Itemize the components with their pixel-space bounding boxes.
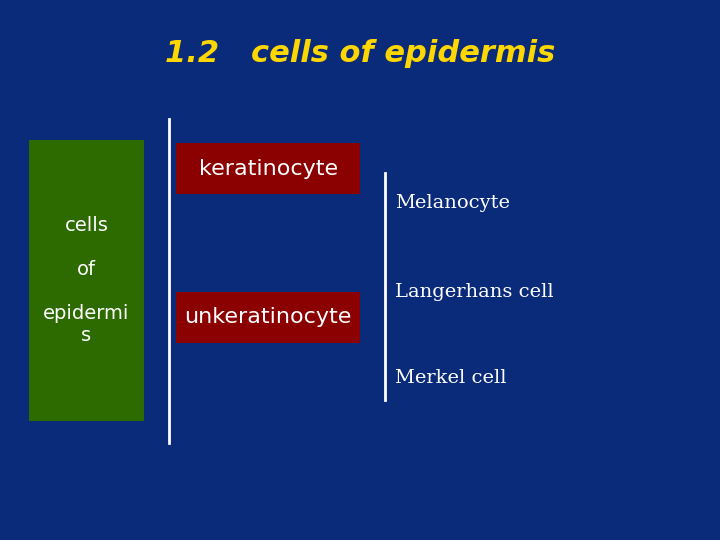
Text: 1.2   cells of epidermis: 1.2 cells of epidermis <box>165 39 555 69</box>
FancyBboxPatch shape <box>29 140 144 421</box>
Text: cells

of

epidermi
s: cells of epidermi s <box>43 217 130 345</box>
Text: Melanocyte: Melanocyte <box>395 193 510 212</box>
Text: keratinocyte: keratinocyte <box>199 159 338 179</box>
Text: unkeratinocyte: unkeratinocyte <box>184 307 352 327</box>
FancyBboxPatch shape <box>176 143 360 194</box>
Text: Langerhans cell: Langerhans cell <box>395 282 553 301</box>
Text: Merkel cell: Merkel cell <box>395 369 506 387</box>
FancyBboxPatch shape <box>176 292 360 343</box>
